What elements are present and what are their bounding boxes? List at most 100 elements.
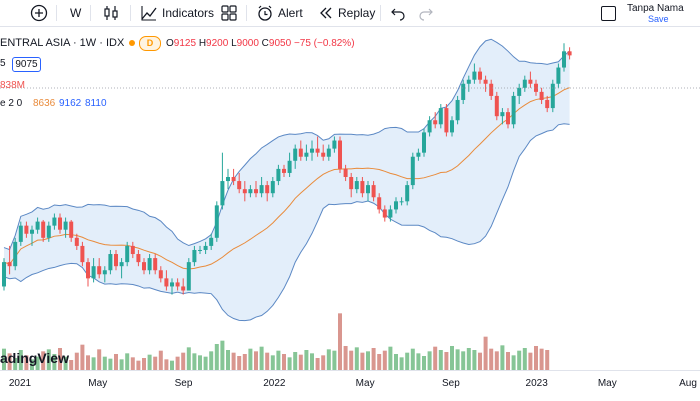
candle-body xyxy=(399,201,404,203)
candle-body xyxy=(382,209,387,218)
volume-bar xyxy=(349,350,354,370)
candle-body xyxy=(136,254,141,263)
replay-label: Replay xyxy=(338,6,376,20)
candle-body xyxy=(500,112,505,117)
symbol-title[interactable]: ENTRAL ASIA · 1W · IDX xyxy=(0,37,125,49)
layout-checkbox[interactable] xyxy=(601,6,616,21)
volume-bar xyxy=(74,352,79,370)
candle-body xyxy=(41,221,46,238)
candle-body xyxy=(153,258,158,271)
volume-bar xyxy=(186,347,191,370)
volume-bar xyxy=(422,356,426,370)
candle-body xyxy=(371,185,376,198)
candle-body xyxy=(354,181,359,190)
candle-body xyxy=(438,108,443,125)
volume-bar xyxy=(259,346,264,370)
volume-bar xyxy=(52,354,57,370)
volume-bar xyxy=(276,350,281,370)
top-toolbar: W Indicators Alert xyxy=(0,0,700,27)
time-axis[interactable] xyxy=(0,370,700,401)
volume-bar xyxy=(220,340,225,370)
candle-body xyxy=(338,140,342,169)
add-symbol-button[interactable] xyxy=(30,0,48,26)
alert-button[interactable]: Alert xyxy=(256,0,303,26)
candle-body xyxy=(259,185,264,194)
indicators-label: Indicators xyxy=(162,6,215,20)
candle-body xyxy=(455,99,460,121)
volume-bar xyxy=(472,350,477,370)
layouts-button[interactable] xyxy=(220,0,238,26)
chart-type-button[interactable] xyxy=(102,0,120,26)
bollinger-lower-line xyxy=(3,123,570,322)
volume-bar xyxy=(24,355,29,370)
candle-body xyxy=(511,95,516,125)
x-tick-label: May xyxy=(88,378,108,389)
volume-bar xyxy=(158,350,163,370)
volume-bar xyxy=(517,350,522,370)
layout-name[interactable]: Tanpa Nama xyxy=(627,3,684,14)
candle-body xyxy=(130,245,135,255)
indicators-button[interactable]: Indicators xyxy=(140,0,214,26)
candle-body xyxy=(46,225,51,238)
candle-body xyxy=(181,286,186,291)
candle-body xyxy=(114,254,118,267)
ohlc-value-h: 9200 xyxy=(206,38,232,49)
redo-button[interactable] xyxy=(418,0,434,26)
replay-button[interactable]: Replay xyxy=(318,0,375,26)
candle-body xyxy=(237,181,242,190)
volume-bar xyxy=(522,348,527,370)
volume-bar xyxy=(254,351,258,370)
candle-body xyxy=(534,83,538,92)
volume-bar xyxy=(119,359,124,370)
candle-body xyxy=(158,270,163,279)
volume-bar xyxy=(46,349,51,370)
volume-bar xyxy=(466,348,471,370)
data-badge[interactable]: D xyxy=(139,36,161,51)
candle-body xyxy=(332,140,337,149)
volume-bar xyxy=(170,360,174,370)
alarm-clock-icon xyxy=(258,5,272,21)
candle-body xyxy=(550,83,555,109)
candle-body xyxy=(58,217,62,230)
volume-bar xyxy=(242,354,247,370)
candle-body xyxy=(80,245,85,263)
candle-body xyxy=(13,241,18,267)
save-status[interactable]: Save xyxy=(648,14,669,24)
interval-button[interactable]: W xyxy=(70,0,81,26)
volume-bar xyxy=(455,349,460,370)
bb-lower-value: 8110 xyxy=(85,98,107,109)
price-chart[interactable] xyxy=(0,27,700,370)
volume-bar xyxy=(69,360,74,370)
volume-bar xyxy=(444,352,449,370)
volume-bar xyxy=(450,346,454,370)
candle-body xyxy=(310,148,314,153)
candle-body xyxy=(226,177,230,182)
volume-bar xyxy=(97,349,102,370)
candle-body xyxy=(7,262,12,267)
volume-bar xyxy=(293,352,298,370)
candle-body xyxy=(360,181,365,194)
volume-bar xyxy=(321,355,326,370)
candle-body xyxy=(276,168,281,182)
volume-value: 838M xyxy=(0,80,26,91)
candle-body xyxy=(192,249,197,263)
candle-body xyxy=(483,79,488,84)
undo-button[interactable] xyxy=(390,0,406,26)
candle-body xyxy=(270,181,275,194)
volume-bar xyxy=(265,352,270,370)
ohlc-key-h: H xyxy=(198,38,207,49)
ohlc-value-c: 9050 xyxy=(268,38,294,49)
alert-label: Alert xyxy=(278,6,303,20)
candle-body xyxy=(231,177,236,182)
volume-bar xyxy=(304,350,309,370)
volume-bar xyxy=(338,313,342,370)
volume-bar xyxy=(198,355,202,370)
volume-bar xyxy=(125,353,130,370)
price-input[interactable]: 9075 xyxy=(12,57,41,72)
volume-bar xyxy=(394,354,398,370)
price-prefix: 5 xyxy=(0,58,6,69)
candle-body xyxy=(528,79,533,84)
volume-bar xyxy=(142,358,146,370)
candle-body xyxy=(170,282,174,287)
candle-body xyxy=(186,262,191,291)
